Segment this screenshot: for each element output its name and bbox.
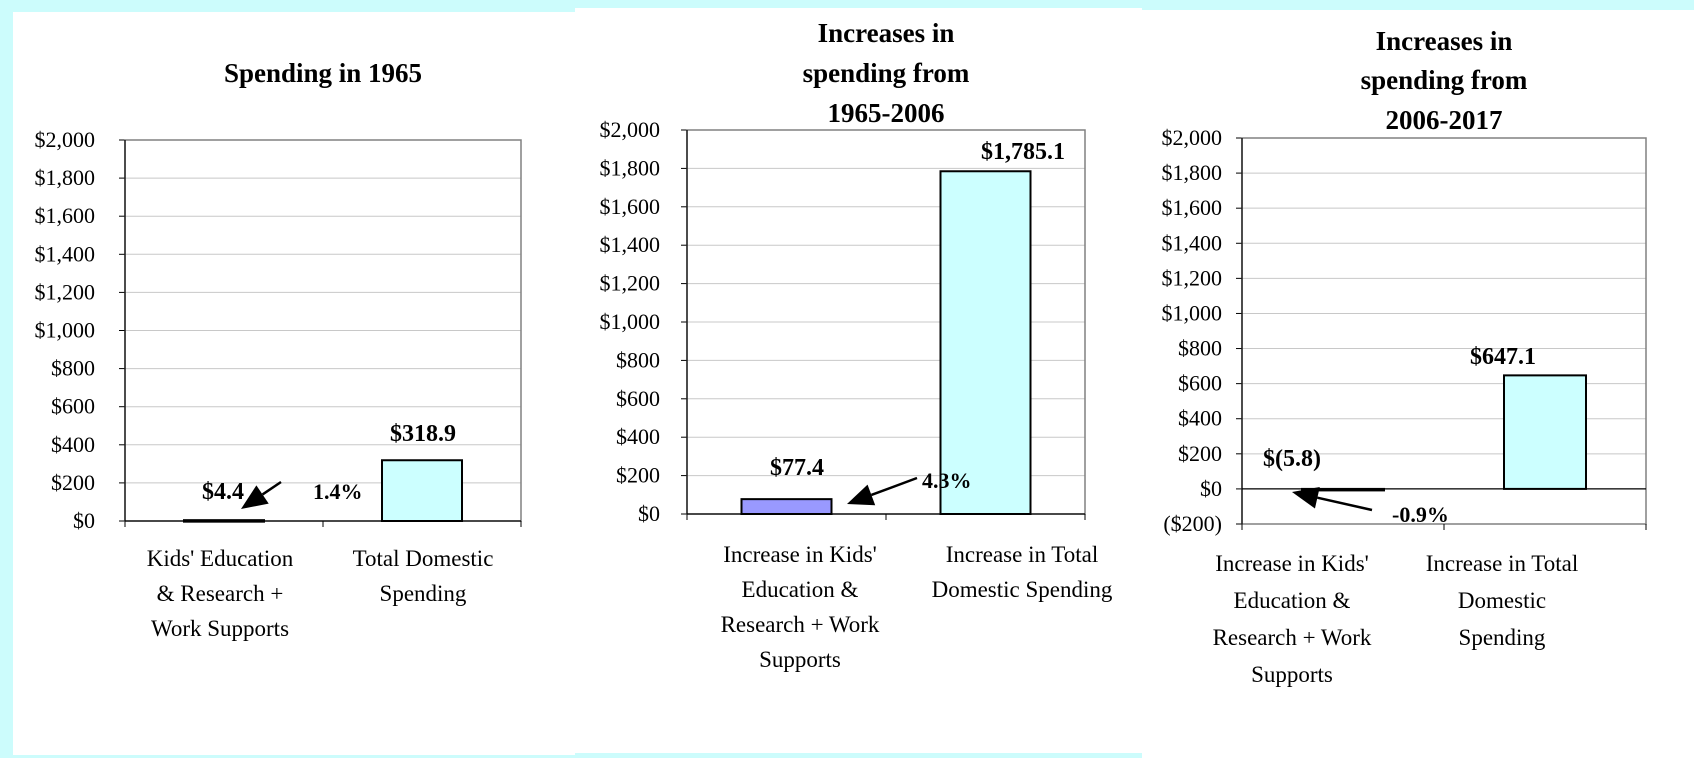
y-tick-label: $800 [1178, 336, 1222, 361]
chart-title-line: Increases in [1376, 26, 1513, 56]
y-tick-label: $1,400 [600, 232, 661, 257]
y-tick-label: $1,800 [1162, 160, 1223, 185]
chart-spending-1965: Spending in 1965 $0 $200 $400 $600 $800 $1,000… [35, 58, 522, 641]
category-label-1: Research + Work [721, 612, 880, 637]
category-label-2: Total Domestic [353, 546, 494, 571]
chart-title-line: 2006-2017 [1386, 105, 1503, 135]
y-tick-label: $200 [51, 470, 95, 495]
y-tick-label: $0 [73, 508, 95, 533]
annotation-percent: 4.3% [922, 468, 972, 493]
annotation-arrow-head [241, 485, 269, 509]
y-tick-label: $1,000 [600, 309, 661, 334]
y-tick-label: $1,800 [35, 165, 96, 190]
category-label-1: Education & [1234, 588, 1351, 613]
data-label-2: $318.9 [390, 421, 456, 447]
data-label-1: $(5.8) [1263, 446, 1321, 472]
chart-title-line: Increases in [818, 18, 955, 48]
category-label-1: Increase in Kids' [723, 542, 877, 567]
category-label-2: Increase in Total [1426, 551, 1579, 576]
category-label-2: Increase in Total [946, 542, 1099, 567]
y-tick-label: $0 [1200, 476, 1222, 501]
y-tick-label: $2,000 [1162, 125, 1223, 150]
chart-panel-2006-2017: Increases in spending from 2006-2017 ($200)… [1142, 10, 1694, 758]
y-tick-label: $1,400 [1162, 230, 1223, 255]
category-label-1: Supports [1251, 662, 1333, 687]
chart-panel-1965: Spending in 1965 $0 $200 $400 $600 $800 $1,000… [13, 12, 575, 755]
chart-increases-1965-2006: Increases in spending from 1965-2006 $0 $200… [600, 18, 1113, 672]
category-label-2: Domestic [1458, 588, 1546, 613]
y-tick-label: $200 [616, 463, 660, 488]
annotation-arrow-line [1317, 496, 1373, 512]
annotation-arrow-head [847, 484, 876, 506]
category-label-1: Kids' Education [147, 546, 294, 571]
chart-title-line: 1965-2006 [828, 98, 945, 128]
chart-title-line: spending from [803, 58, 970, 88]
y-tick-label: $800 [616, 347, 660, 372]
annotation-arrow-line [870, 476, 918, 497]
category-label-1: & Research + [157, 581, 284, 606]
y-tick-label: $400 [616, 424, 660, 449]
y-tick-label: $200 [1178, 441, 1222, 466]
bar-1 [1301, 487, 1385, 492]
bar-2 [939, 170, 1032, 515]
category-label-1: Supports [759, 647, 841, 672]
y-tick-label: $1,600 [1162, 195, 1223, 220]
y-tick-label: $600 [1178, 371, 1222, 396]
y-tick-label: $1,000 [1162, 300, 1223, 325]
y-tick-label: $1,200 [35, 279, 96, 304]
annotation-percent: 1.4% [313, 479, 363, 504]
category-label-1: Research + Work [1213, 625, 1372, 650]
bar-2 [1503, 374, 1587, 490]
bar-2 [381, 459, 463, 522]
y-tick-label: $1,200 [1162, 265, 1223, 290]
y-tick-label: $600 [616, 386, 660, 411]
category-label-1: Increase in Kids' [1215, 551, 1369, 576]
y-tick-label: $800 [51, 356, 95, 381]
y-tick-label: $1,600 [35, 203, 96, 228]
y-tick-label: $1,000 [35, 318, 96, 343]
y-tick-label: $1,400 [35, 241, 96, 266]
chart-title-line: spending from [1361, 65, 1528, 95]
chart-panel-1965-2006: Increases in spending from 1965-2006 $0 $200… [575, 8, 1142, 753]
category-label-2: Domestic Spending [932, 577, 1113, 602]
y-tick-label: $400 [51, 432, 95, 457]
y-tick-label: $2,000 [600, 117, 661, 142]
y-tick-label: $1,200 [600, 271, 661, 296]
y-tick-label: ($200) [1163, 511, 1222, 536]
chart-increases-2006-2017: Increases in spending from 2006-2017 ($200)… [1162, 26, 1647, 687]
y-tick-label: $0 [638, 501, 660, 526]
y-tick-label: $2,000 [35, 127, 96, 152]
y-tick-label: $1,600 [600, 194, 661, 219]
annotation-arrow-line [261, 480, 282, 496]
annotation-percent: -0.9% [1392, 502, 1449, 527]
data-label-1: $77.4 [770, 455, 824, 481]
data-label-1: $4.4 [202, 479, 244, 505]
category-label-2: Spending [1459, 625, 1546, 650]
bar-1 [740, 498, 833, 515]
y-tick-label: $400 [1178, 406, 1222, 431]
data-label-2: $647.1 [1470, 344, 1536, 370]
y-tick-label: $600 [51, 394, 95, 419]
data-label-2: $1,785.1 [981, 139, 1065, 165]
bar-1 [183, 519, 265, 523]
category-label-1: Work Supports [151, 616, 289, 641]
chart-title-line: Spending in 1965 [224, 58, 422, 88]
category-label-1: Education & [742, 577, 859, 602]
annotation-arrow-head [1292, 486, 1320, 509]
category-label-2: Spending [380, 581, 467, 606]
y-tick-label: $1,800 [600, 155, 661, 180]
